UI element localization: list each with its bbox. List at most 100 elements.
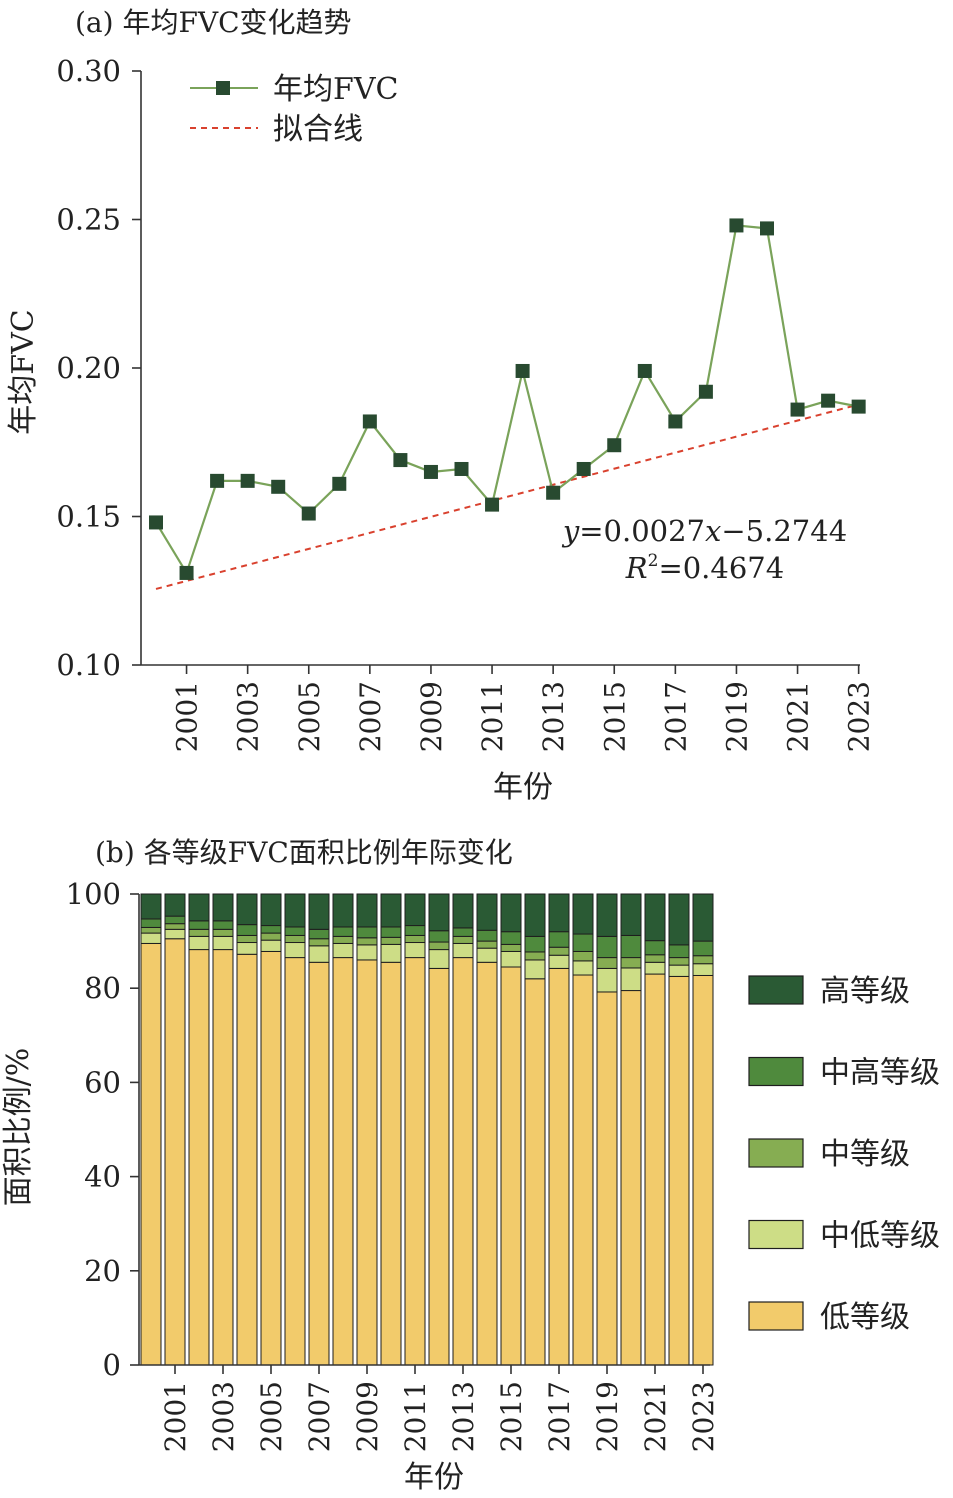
bar-segment [668, 893, 690, 946]
bar-segment [332, 942, 354, 959]
fvc-point [515, 363, 530, 378]
legend-label-fit: 拟合线 [273, 112, 363, 147]
bar-segment [500, 966, 522, 1366]
x-tick-label: 2013 [447, 1381, 480, 1452]
bar-segment [188, 935, 210, 951]
bar-segment [236, 924, 258, 936]
bar-segment [692, 893, 714, 942]
bar-segment [644, 973, 666, 1366]
bar-segment [332, 957, 354, 1366]
x-tick-label: 2007 [303, 1381, 336, 1452]
bar-segment [572, 893, 594, 935]
y-tick-label: 0.25 [56, 203, 121, 237]
y-tick-label: 40 [84, 1160, 121, 1194]
x-tick-label: 2005 [293, 681, 326, 752]
x-tick-label: 2009 [415, 681, 448, 752]
panel-a-equation: y=0.0027x−5.2744 R2=0.4674 [561, 514, 847, 585]
y-tick-label: 0.30 [56, 54, 121, 88]
bar-segment [284, 934, 306, 944]
bar-segment [308, 938, 330, 947]
bar-segment [428, 893, 450, 932]
bar-segment [620, 990, 642, 1366]
bar-segment [332, 935, 354, 944]
legend-label: 中低等级 [820, 1219, 940, 1254]
panel-b-bars [140, 893, 714, 1366]
bar-segment [164, 928, 186, 940]
bar-segment [164, 915, 186, 925]
bar-segment [428, 967, 450, 1366]
legend-swatch [748, 975, 804, 1005]
bar-segment [452, 935, 474, 944]
fvc-point [546, 485, 561, 500]
legend-swatch [748, 1219, 804, 1250]
bar-segment [572, 974, 594, 1366]
x-tick-label: 2023 [843, 681, 876, 752]
bar-segment [380, 893, 402, 928]
panel-a-series [149, 218, 866, 580]
bar-segment [692, 955, 714, 965]
bar-segment [500, 931, 522, 945]
bar-segment [404, 957, 426, 1366]
bar-segment [356, 944, 378, 961]
fvc-point [668, 414, 683, 429]
panel-a-title: (a) 年均FVC变化趋势 [75, 6, 352, 39]
bar-segment [260, 893, 282, 927]
x-tick-label: 2001 [171, 681, 204, 752]
panel-a-line-chart: (a) 年均FVC变化趋势 年均FVC 年份 0.100.150.200.250… [6, 6, 876, 805]
bar-segment [476, 940, 498, 949]
fvc-point [423, 464, 438, 479]
bar-segment [524, 959, 546, 980]
bar-segment [188, 949, 210, 1366]
bar-segment [476, 947, 498, 963]
bar-segment [140, 893, 162, 920]
bar-segment [644, 961, 666, 975]
bar-segment [668, 964, 690, 977]
bar-segment [308, 961, 330, 1366]
fvc-point [454, 461, 469, 476]
x-tick-label: 2003 [232, 681, 265, 752]
fvc-point [607, 438, 622, 453]
bar-segment [308, 945, 330, 963]
fvc-point [332, 476, 347, 491]
bar-segment [284, 957, 306, 1366]
bar-segment [524, 893, 546, 937]
x-tick-label: 2021 [639, 1381, 672, 1452]
fvc-point [485, 497, 500, 512]
legend-swatch [748, 1301, 804, 1331]
y-tick-label: 60 [84, 1065, 121, 1099]
fvc-point [760, 221, 774, 236]
x-tick-label: 2005 [255, 1381, 288, 1452]
bar-segment [452, 942, 474, 959]
bar-segment [572, 950, 594, 962]
bar-segment [140, 942, 162, 1366]
bar-segment [140, 932, 162, 944]
bar-segment [428, 941, 450, 951]
panel-b-x-axis-label: 年份 [404, 1460, 464, 1495]
bar-segment [572, 960, 594, 976]
y-tick-label: 80 [84, 971, 121, 1005]
bar-segment [620, 934, 642, 959]
bar-segment [308, 893, 330, 930]
bar-segment [620, 893, 642, 936]
legend-label: 低等级 [820, 1300, 910, 1335]
bar-segment [620, 957, 642, 969]
legend-label: 中等级 [820, 1137, 910, 1172]
bar-segment [476, 929, 498, 942]
bar-segment [380, 943, 402, 963]
bar-segment [212, 920, 234, 930]
bar-segment [188, 893, 210, 922]
x-tick-label: 2019 [720, 681, 753, 752]
bar-segment [188, 928, 210, 937]
bar-segment [212, 949, 234, 1366]
bar-segment [548, 954, 570, 969]
bar-segment [404, 925, 426, 936]
fvc-point [240, 473, 255, 488]
bar-segment [260, 925, 282, 934]
panel-b-x-ticks: 2001 2003 2005 2007 2009 2011 2013 2015 2017 2019… [159, 1365, 720, 1452]
x-tick-label: 2011 [399, 1381, 432, 1452]
bar-segment [596, 893, 618, 937]
fvc-point [210, 473, 225, 488]
y-tick-label: 20 [84, 1254, 121, 1288]
y-tick-label: 0 [103, 1348, 121, 1382]
x-tick-label: 2017 [659, 681, 692, 752]
